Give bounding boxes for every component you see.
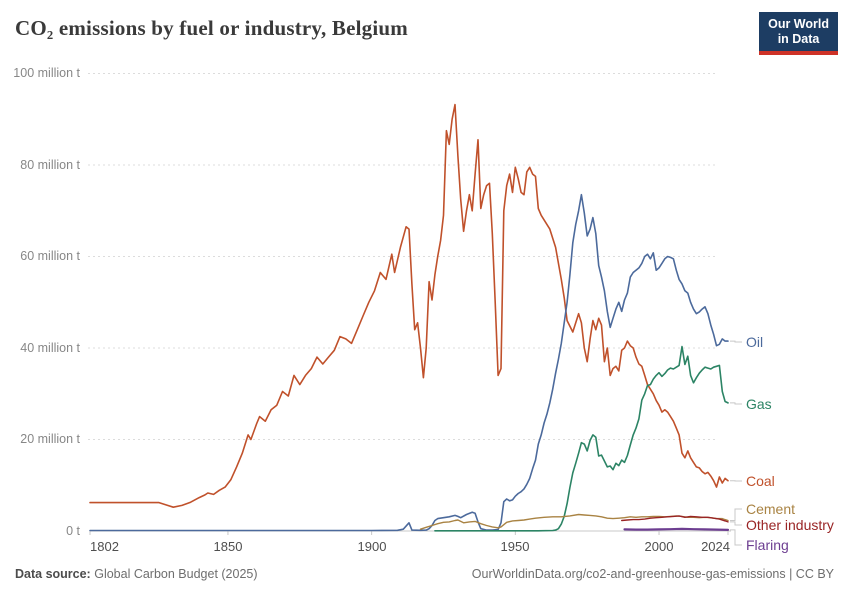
legend-item-flaring[interactable]: Flaring [746, 537, 789, 553]
y-tick-100: 100 million t [13, 66, 80, 80]
y-tick-20: 20 million t [20, 432, 80, 446]
legend-item-other-industry[interactable]: Other industry [746, 517, 834, 533]
data-source-label: Data source: [15, 567, 91, 581]
legend-item-coal[interactable]: Coal [746, 473, 775, 489]
y-tick-80: 80 million t [20, 158, 80, 172]
owid-logo[interactable]: Our World in Data [759, 12, 838, 55]
x-tick-2024: 2024 [701, 539, 730, 554]
data-source-value: Global Carbon Budget (2025) [94, 567, 258, 581]
chart-title: CO₂ emissions by fuel or industry, Belgi… [15, 16, 408, 40]
x-tick-1900: 1900 [357, 539, 387, 554]
x-tick-1950: 1950 [500, 539, 530, 554]
owid-logo-line2: in Data [777, 32, 820, 46]
data-source-note: Data source: Global Carbon Budget (2025) [15, 567, 258, 581]
legend-item-cement[interactable]: Cement [746, 501, 796, 517]
x-tick-1802: 1802 [90, 539, 119, 554]
y-tick-40: 40 million t [20, 341, 80, 355]
y-tick-60: 60 million t [20, 249, 80, 263]
y-tick-0: 0 t [66, 524, 80, 538]
x-tick-2000: 2000 [644, 539, 674, 554]
legend-item-oil[interactable]: Oil [746, 334, 764, 350]
license-link[interactable]: OurWorldinData.org/co2-and-greenhouse-ga… [471, 567, 834, 581]
legend-item-gas[interactable]: Gas [746, 396, 772, 412]
x-tick-1850: 1850 [213, 539, 243, 554]
owid-logo-line1: Our World [768, 17, 829, 31]
